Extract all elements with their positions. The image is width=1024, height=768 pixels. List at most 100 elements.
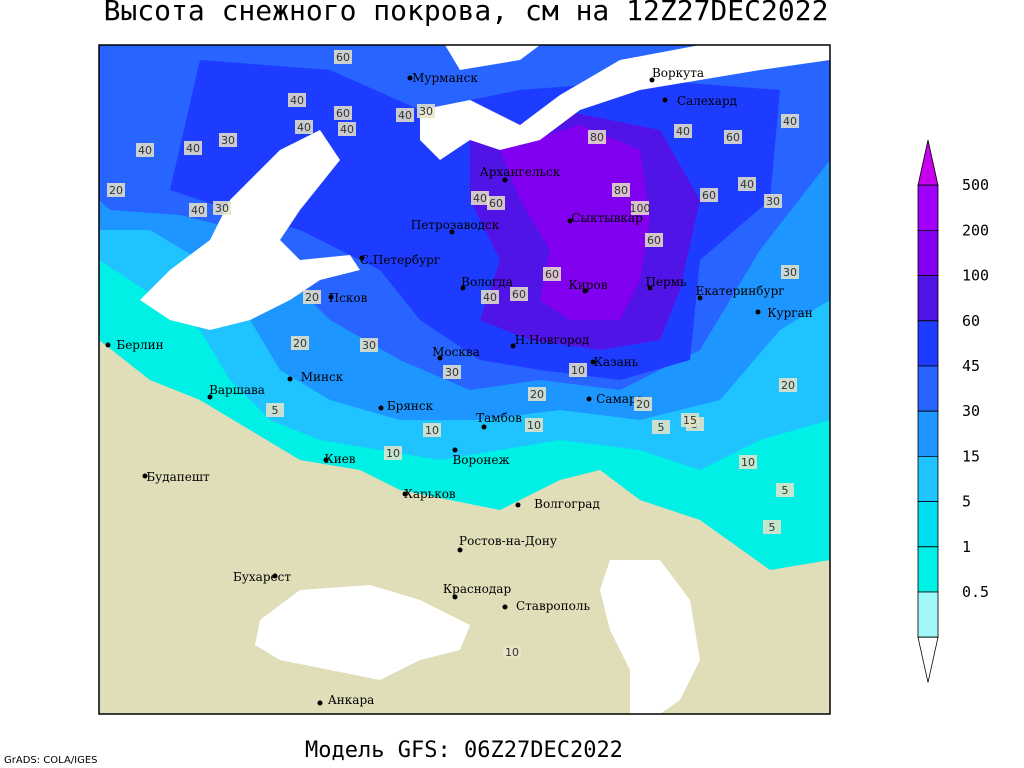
city-dot: [378, 405, 384, 411]
city-dot: [586, 396, 592, 402]
city-label: Краснодар: [443, 582, 512, 596]
colorbar-segment: [917, 501, 939, 548]
contour-label-box: [779, 378, 797, 392]
contour-label: 10: [505, 646, 519, 659]
city-label: Вологда: [461, 275, 513, 289]
contour-label: 60: [336, 107, 350, 120]
city-dot: [452, 447, 458, 453]
city-dot: [649, 77, 655, 83]
contour-label: 5: [769, 521, 776, 534]
contour-label: 5: [272, 404, 279, 417]
contour-label-box: [384, 446, 402, 460]
city-label: Киев: [324, 452, 355, 466]
contour-label: 100: [630, 202, 651, 215]
contour-label-box: [107, 183, 125, 197]
contour-label-box: [266, 403, 284, 417]
contour-label-box: [763, 520, 781, 534]
colorbar-segment: [917, 184, 939, 231]
contour-label: 60: [512, 288, 526, 301]
city-label: Волгоград: [534, 497, 600, 511]
contour-label: 40: [290, 94, 304, 107]
colorbar-label: 100: [962, 267, 989, 285]
colorbar-segment: [917, 410, 939, 457]
contour-label: 60: [489, 197, 503, 210]
city-dot: [207, 394, 213, 400]
city-dot: [449, 229, 455, 235]
contour-label: 40: [186, 142, 200, 155]
colorbar-segment: [917, 456, 939, 502]
colorbar: 500 200 100 60 45 30 15 5 1 0.5: [917, 139, 989, 683]
city-label: Псков: [329, 291, 368, 305]
city-label: Н.Новгород: [515, 333, 590, 347]
contour-label-box: [471, 191, 489, 205]
contour-label-box: [295, 120, 313, 134]
contour-label: 10: [741, 456, 755, 469]
city-dot: [457, 547, 463, 553]
city-label: Салехард: [677, 94, 737, 108]
city-label: Петрозаводск: [411, 218, 500, 232]
contour-label: 60: [545, 268, 559, 281]
colorbar-segment: [917, 320, 939, 367]
contour-label: 40: [676, 125, 690, 138]
city-label: Варшава: [209, 383, 265, 397]
contour-label: 40: [398, 109, 412, 122]
city-label: Ростов-на-Дону: [459, 534, 557, 548]
city-dot: [142, 473, 148, 479]
contour-label-box: [739, 455, 757, 469]
contour-label-box: [396, 108, 414, 122]
contour-label: 80: [614, 184, 628, 197]
city-dot: [510, 343, 516, 349]
contour-label-box: [481, 290, 499, 304]
city-label: С.Петербург: [360, 253, 440, 267]
contour-label: 40: [740, 178, 754, 191]
city-label: Брянск: [387, 399, 434, 413]
snow-100: [500, 125, 650, 320]
contour-label: 40: [483, 291, 497, 304]
contour-label-box: [645, 233, 663, 247]
contour-label: 80: [590, 131, 604, 144]
baltic-sea: [140, 130, 360, 330]
contour-label: 40: [138, 144, 152, 157]
city-dot: [567, 218, 573, 224]
city-dot: [647, 285, 653, 291]
contour-label-box: [724, 130, 742, 144]
contour-label-box: [738, 177, 756, 191]
contour-label: 20: [636, 398, 650, 411]
contour-label-box: [588, 130, 606, 144]
city-label: Харьков: [404, 487, 456, 501]
contour-label: 30: [445, 366, 459, 379]
contour-label-box: [764, 194, 782, 208]
colorbar-label: 1: [962, 538, 971, 556]
contour-label: 30: [783, 266, 797, 279]
contour-label-box: [781, 114, 799, 128]
contour-label-box: [631, 201, 649, 215]
contour-label-box: [189, 203, 207, 217]
city-label: Будапешт: [146, 470, 210, 484]
contour-label: 40: [191, 204, 205, 217]
city-label: Берлин: [116, 338, 163, 352]
contour-label-box: [184, 141, 202, 155]
colorbar-label: 200: [962, 221, 989, 239]
contour-label: 20: [305, 291, 319, 304]
city-dot: [590, 359, 596, 365]
footer: Модель GFS: 06Z27DEC2022: [305, 738, 623, 763]
contour-label: 10: [425, 424, 439, 437]
city-dot: [407, 75, 413, 81]
colorbar-label: 15: [962, 447, 980, 465]
contour-label: 40: [473, 192, 487, 205]
contour-label-box: [213, 201, 231, 215]
city-label: Мурманск: [412, 71, 478, 85]
colorbar-label: 500: [962, 176, 989, 194]
credit: GrADS: COLA/IGES: [4, 755, 98, 766]
city-dot: [359, 255, 365, 261]
contour-label-box: [528, 387, 546, 401]
city-label: Архангельск: [480, 165, 561, 179]
contour-label-box: [510, 287, 528, 301]
contour-label: 5: [782, 484, 789, 497]
arctic: [445, 45, 540, 70]
contour-label: 20: [109, 184, 123, 197]
city-dot: [272, 573, 278, 579]
contour-label-box: [634, 397, 652, 411]
city-label: Самара: [596, 392, 644, 406]
